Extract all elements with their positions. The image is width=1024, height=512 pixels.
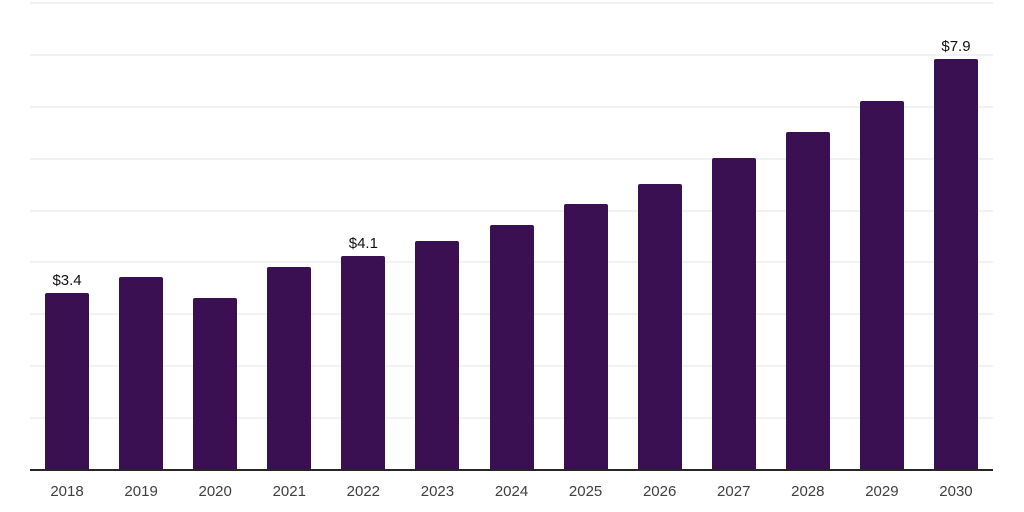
gridline [30, 2, 993, 4]
bar [119, 277, 164, 469]
bar-column: $7.9 [919, 2, 993, 469]
gridline [30, 157, 993, 160]
bar-column [697, 2, 771, 469]
plot-area: $3.4 $4.1 $7.9 [30, 2, 993, 469]
x-tick-label: 2020 [198, 483, 232, 500]
bar [933, 59, 978, 469]
bar-column: $4.1 [326, 2, 400, 469]
bar-column [474, 2, 548, 469]
bar-value-label: $7.9 [941, 38, 971, 56]
bar-column [549, 2, 623, 469]
x-tick-label: 2018 [50, 483, 84, 500]
bar [341, 256, 386, 469]
bar-column [178, 2, 252, 469]
bar [267, 266, 312, 469]
bar-column: $3.4 [30, 2, 104, 469]
bar [637, 183, 682, 469]
bar [193, 297, 238, 469]
bar [711, 157, 756, 469]
x-axis-labels: 2018 2019 2020 2021 2022 2023 2024 2025 2026 2027… [30, 483, 993, 501]
x-tick-label: 2022 [346, 483, 381, 500]
x-tick-label: 2024 [494, 483, 529, 500]
bar [489, 225, 534, 469]
gridline [30, 105, 993, 108]
x-tick-label: 2029 [865, 483, 899, 500]
bar [859, 100, 904, 469]
bar-column [400, 2, 474, 469]
bar-column [845, 2, 919, 469]
x-tick-label: 2028 [791, 483, 825, 500]
bar-column [104, 2, 178, 469]
bar-column [252, 2, 326, 469]
gridline [30, 209, 993, 212]
bar-value-label: $3.4 [52, 271, 82, 289]
bar-column [623, 2, 697, 469]
x-tick-label: 2021 [272, 483, 306, 500]
x-tick-label: 2026 [642, 483, 677, 500]
x-axis-line [30, 469, 993, 471]
bar [415, 240, 460, 469]
gridline [30, 53, 993, 56]
bars-row: $3.4 $4.1 $7.9 [30, 2, 993, 469]
x-tick-label: 2023 [420, 483, 455, 500]
x-tick-label: 2030 [939, 483, 973, 500]
bar [45, 292, 90, 469]
bar [563, 204, 608, 469]
x-tick-label: 2019 [124, 483, 158, 500]
bar [785, 131, 830, 469]
bar-value-label: $4.1 [348, 235, 378, 253]
x-tick-label: 2025 [568, 483, 603, 500]
bar-column [771, 2, 845, 469]
x-tick-label: 2027 [717, 483, 751, 500]
